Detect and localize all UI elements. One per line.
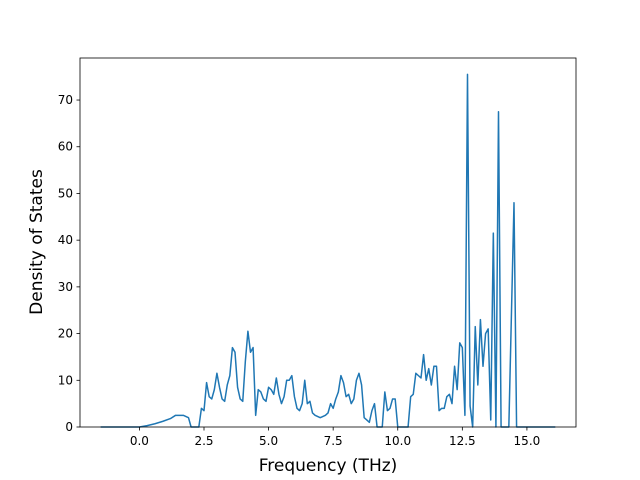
y-tick-label: 10: [58, 373, 73, 387]
y-axis-ticks: 0 10 20 30 40 50 60 70: [58, 93, 80, 434]
x-tick-label: 15.0: [514, 434, 541, 448]
y-tick-label: 60: [58, 140, 73, 154]
y-tick-label: 0: [65, 420, 73, 434]
y-tick-label: 40: [58, 233, 73, 247]
x-axis-ticks: 0.0 2.5 5.0 7.5 10.0 12.5 15.0: [130, 427, 540, 448]
y-tick-label: 30: [58, 280, 73, 294]
x-tick-label: 7.5: [324, 434, 343, 448]
y-tick-label: 50: [58, 186, 73, 200]
x-tick-label: 12.5: [449, 434, 476, 448]
plot-area: [80, 58, 576, 427]
x-tick-label: 5.0: [259, 434, 278, 448]
plot-frame: [79, 57, 577, 428]
y-axis-label: Density of States: [27, 169, 47, 315]
series-line: [100, 73, 556, 428]
x-tick-label: 0.0: [130, 434, 149, 448]
y-tick-label: 20: [58, 327, 73, 341]
y-tick-label: 70: [58, 93, 73, 107]
x-axis-label: Frequency (THz): [259, 456, 398, 476]
x-tick-label: 2.5: [194, 434, 213, 448]
x-tick-label: 10.0: [384, 434, 411, 448]
